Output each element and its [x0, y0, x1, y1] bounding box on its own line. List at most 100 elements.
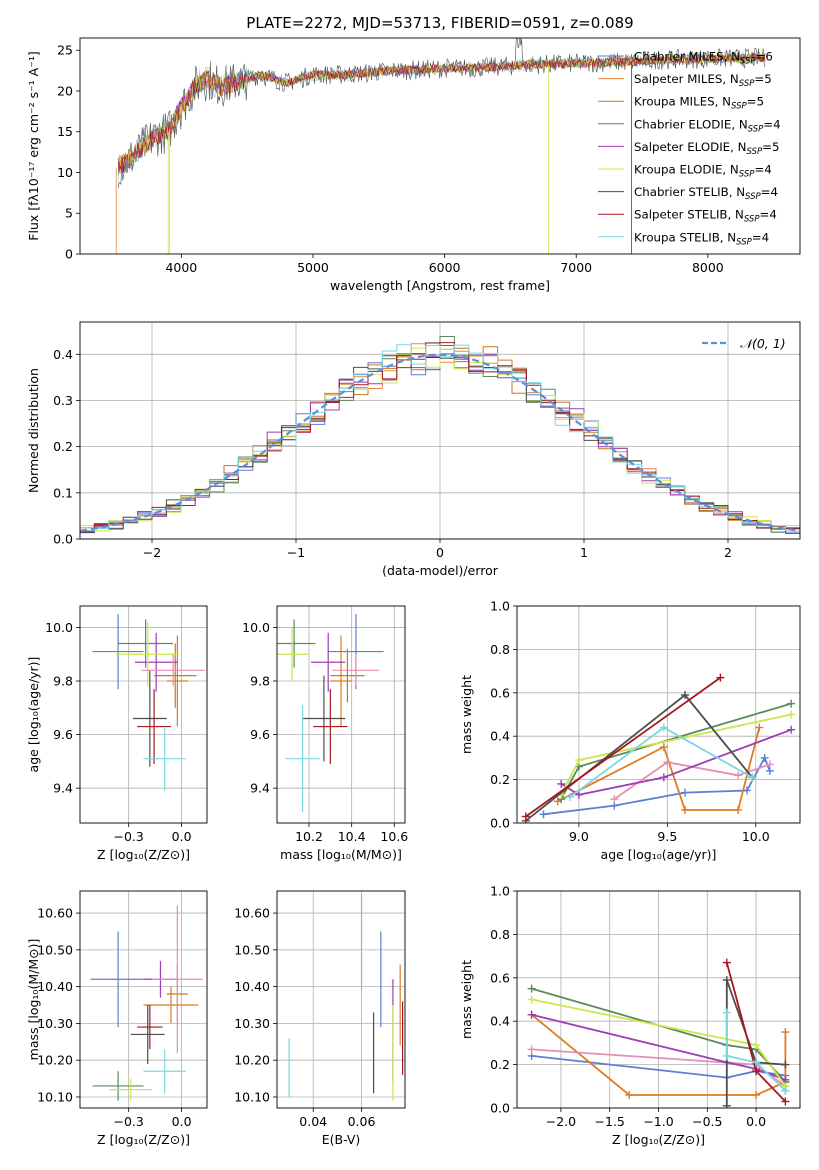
tick-label-y: 25: [57, 43, 73, 58]
axes-frame: [79, 890, 208, 1109]
plot-area: [80, 336, 800, 534]
tick-label-x: 9.0: [569, 829, 589, 844]
tick-label-y: 10.50: [234, 942, 270, 957]
figure-title: PLATE=2272, MJD=53713, FIBERID=0591, z=0…: [246, 14, 633, 32]
legend-suffix: =4: [752, 230, 769, 244]
axis-title-y: mass weight: [459, 675, 474, 754]
legend-entry: Kroupa STELIB, NSSP=4: [634, 230, 769, 247]
spectrum-line: [117, 52, 766, 173]
chart-ebv_mass: 0.04 0.06 10.10 10.20 10.30 10.40 10.50 10.60 E(…: [234, 890, 406, 1147]
tick-label-y: 5: [65, 206, 73, 221]
legend-suffix: =4: [754, 163, 771, 177]
legend-entry: Salpeter STELIB, NSSP=4: [634, 208, 777, 225]
tick-label-y: 9.6: [250, 727, 270, 742]
tick-label-y: 0.4: [490, 729, 510, 744]
tick-label-x: 10.6: [380, 829, 408, 844]
spectrum-legend: Chabrier MILES, NSSP=6 Salpeter MILES, NS…: [598, 50, 781, 247]
tick-label-y: 10.20: [37, 1053, 73, 1068]
axes-frame: [79, 321, 801, 540]
legend-suffix: =6: [756, 50, 773, 64]
tick-label-y: 10.30: [234, 1016, 270, 1031]
tick-label-y: 10: [57, 165, 73, 180]
tick-label-y: 0.0: [490, 816, 510, 831]
tick-label-y: 1.0: [490, 884, 510, 899]
legend-subscript: SSP: [746, 147, 762, 157]
axes-frame: [516, 605, 801, 824]
legend-entry: 𝒩(0, 1): [740, 336, 786, 351]
tick-label-x: −1: [287, 545, 305, 560]
weight-line: [725, 1012, 787, 1092]
axis-title-y: Normed distribution: [26, 368, 41, 493]
tick-label-y: 0.2: [53, 439, 73, 454]
tick-label-y: 10.0: [45, 620, 73, 635]
legend-suffix: =5: [747, 95, 764, 109]
tick-label-y: 9.4: [53, 781, 73, 796]
chart-spectrum: 4000 5000 6000 7000 8000 0 5 10 15 20 25 wavelength…: [26, 37, 801, 293]
legend-entry: Chabrier ELODIE, NSSP=4: [634, 117, 781, 134]
tick-label-x: −0.3: [114, 829, 144, 844]
tick-label-y: 10.60: [37, 906, 73, 921]
tick-label-y: 0: [65, 247, 73, 262]
legend-suffix: =5: [762, 140, 779, 154]
tick-label-x: 2: [724, 545, 732, 560]
legend-subscript: SSP: [739, 170, 755, 180]
axis-title-x: wavelength [Angstrom, rest frame]: [330, 278, 550, 293]
tick-label-y: 10.60: [234, 906, 270, 921]
axes-frame: [79, 37, 801, 255]
legend-subscript: SSP: [740, 57, 756, 67]
tick-label-x: −1.5: [595, 1114, 625, 1129]
tick-label-y: 0.6: [490, 685, 510, 700]
tick-label-x: 0.0: [746, 1114, 766, 1129]
legend-entry: Kroupa MILES, NSSP=5: [634, 95, 764, 112]
tick-label-y: 0.1: [53, 485, 73, 500]
tick-label-y: 0.0: [53, 532, 73, 547]
axis-title-x: (data-model)/error: [382, 563, 499, 578]
tick-label-x: 4000: [165, 260, 197, 275]
axis-title-x: E(B-V): [322, 1132, 361, 1147]
tick-label-y: 0.8: [490, 642, 510, 657]
legend-entry: Kroupa ELODIE, NSSP=4: [634, 163, 772, 180]
axis-title-y: age [log₁₀(age/yr)]: [26, 657, 41, 773]
tick-label-y: 9.6: [53, 727, 73, 742]
axes-frame: [276, 605, 406, 824]
tick-label-x: −0.5: [692, 1114, 722, 1129]
histogram-step: [80, 344, 800, 532]
legend-subscript: SSP: [745, 192, 761, 202]
tick-label-y: 0.0: [490, 1101, 510, 1116]
tick-label-x: 0: [436, 545, 444, 560]
axes-frame: [276, 890, 406, 1109]
spectrum-line: [117, 52, 766, 174]
tick-label-y: 10.40: [37, 979, 73, 994]
tick-label-x: 0.06: [348, 1114, 376, 1129]
plot-area: [92, 614, 205, 791]
tick-label-x: 5000: [297, 260, 329, 275]
plot-area: [288, 894, 404, 1101]
legend-suffix: =4: [759, 208, 776, 222]
tick-label-y: 10.20: [234, 1053, 270, 1068]
tick-label-y: 0.2: [490, 1057, 510, 1072]
plot-area: [527, 958, 790, 1108]
axis-title-x: age [log₁₀(age/yr)]: [601, 847, 717, 862]
normal-curve: [80, 353, 800, 532]
tick-label-y: 0.8: [490, 927, 510, 942]
tick-label-y: 20: [57, 83, 73, 98]
legend-subscript: SSP: [739, 79, 755, 89]
tick-label-x: 10.0: [742, 829, 770, 844]
tick-label-y: 9.8: [250, 674, 270, 689]
legend-subscript: SSP: [744, 215, 760, 225]
chart-age_weight: 9.0 9.5 10.0 0.0 0.2 0.4 0.6 0.8 1.0 age [log₁₀(a…: [459, 599, 801, 862]
plot-area: [277, 614, 384, 813]
chart-mass_age: 10.2 10.4 10.6 9.4 9.6 9.8 10.0 mass [log₁₀(M/M…: [242, 605, 408, 862]
axis-title-y: mass weight: [459, 960, 474, 1039]
tick-label-x: 7000: [560, 260, 592, 275]
tick-label-y: 15: [57, 124, 73, 139]
legend-entry: Salpeter ELODIE, NSSP=5: [634, 140, 779, 157]
weight-line: [543, 755, 771, 816]
tick-label-y: 0.6: [490, 970, 510, 985]
tick-label-y: 1.0: [490, 599, 510, 614]
legend-suffix: =4: [763, 117, 780, 131]
axis-title-x: mass [log₁₀(M/M⊙)]: [280, 847, 402, 862]
weight-line: [525, 676, 721, 818]
tick-label-y: 10.10: [37, 1089, 73, 1104]
plot-area: [115, 38, 766, 254]
